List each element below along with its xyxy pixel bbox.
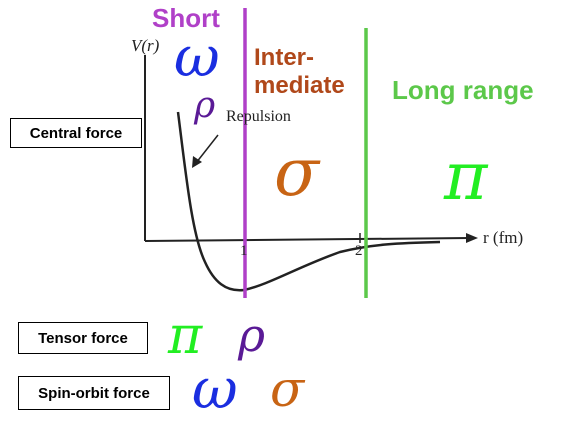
pi-tensor: π <box>168 306 203 366</box>
x-axis-arrow <box>466 233 478 243</box>
sigma-spin-orbit: σ <box>270 360 305 418</box>
rho-central: ρ <box>194 85 216 126</box>
long-range-label: Long range <box>392 75 534 105</box>
omega-central: ω <box>174 25 220 90</box>
y-axis-label: V(r) <box>131 36 160 55</box>
central-force-box: Central force <box>10 118 142 148</box>
tick-label-2: 2 <box>355 243 363 259</box>
intermediate-range-label: Inter- mediate <box>254 44 345 99</box>
tick-label-1: 1 <box>240 243 248 259</box>
omega-spin-orbit: ω <box>192 357 238 422</box>
intermediate-label-line2: mediate <box>254 71 345 99</box>
spin-orbit-force-box: Spin-orbit force <box>18 376 170 410</box>
rho-tensor: ρ <box>238 308 266 362</box>
tensor-force-box: Tensor force <box>18 322 148 354</box>
repulsion-label: Repulsion <box>226 108 291 125</box>
x-axis <box>144 237 471 242</box>
repulsion-arrow <box>195 134 219 164</box>
x-axis-label: r (fm) <box>483 228 524 247</box>
short-range-label: Short <box>152 3 220 33</box>
intermediate-label-line1: Inter- <box>254 44 314 71</box>
repulsion-arrowhead <box>192 156 202 168</box>
pi-central: π <box>444 138 488 215</box>
sigma-central: σ <box>274 134 320 211</box>
